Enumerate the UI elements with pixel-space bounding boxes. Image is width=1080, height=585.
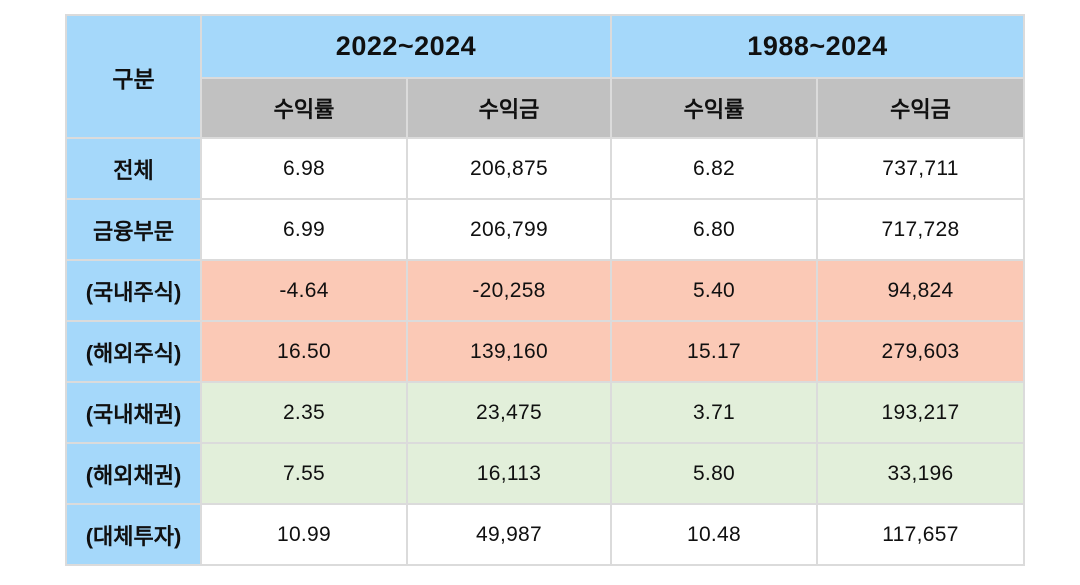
cell-value: 16.50 (200, 320, 408, 383)
table-row-foreign-stock: (해외주식) 16.50 139,160 15.17 279,603 (65, 320, 1025, 383)
cell-value: -4.64 (200, 259, 408, 322)
table-row-financial-sector: 금융부문 6.99 206,799 6.80 717,728 (65, 198, 1025, 261)
cell-value: 5.80 (610, 442, 818, 505)
table-row-domestic-bond: (국내채권) 2.35 23,475 3.71 193,217 (65, 381, 1025, 444)
row-label-domestic-bond: (국내채권) (65, 381, 202, 444)
row-label-total: 전체 (65, 137, 202, 200)
cell-value: 2.35 (200, 381, 408, 444)
cell-value: -20,258 (406, 259, 612, 322)
table-row-total: 전체 6.98 206,875 6.82 737,711 (65, 137, 1025, 200)
cell-value: 10.48 (610, 503, 818, 566)
subheader-return-rate-1: 수익률 (200, 77, 408, 139)
period-header-1988-2024: 1988~2024 (610, 14, 1025, 79)
cell-value: 33,196 (816, 442, 1025, 505)
row-label-financial-sector: 금융부문 (65, 198, 202, 261)
cell-value: 193,217 (816, 381, 1025, 444)
cell-value: 5.40 (610, 259, 818, 322)
cell-value: 94,824 (816, 259, 1025, 322)
cell-value: 737,711 (816, 137, 1025, 200)
cell-value: 16,113 (406, 442, 612, 505)
cell-value: 139,160 (406, 320, 612, 383)
cell-value: 206,875 (406, 137, 612, 200)
cell-value: 7.55 (200, 442, 408, 505)
cell-value: 6.80 (610, 198, 818, 261)
header-row-periods: 구분 2022~2024 1988~2024 (65, 14, 1025, 139)
cell-value: 6.82 (610, 137, 818, 200)
subheader-return-rate-2: 수익률 (610, 77, 818, 139)
table-row-alternative-investment: (대체투자) 10.99 49,987 10.48 117,657 (65, 503, 1025, 566)
table-row-foreign-bond: (해외채권) 7.55 16,113 5.80 33,196 (65, 442, 1025, 505)
row-label-alternative-investment: (대체투자) (65, 503, 202, 566)
subheader-return-amount-2: 수익금 (816, 77, 1025, 139)
cell-value: 49,987 (406, 503, 612, 566)
cell-value: 10.99 (200, 503, 408, 566)
cell-value: 6.98 (200, 137, 408, 200)
cell-value: 206,799 (406, 198, 612, 261)
row-label-foreign-stock: (해외주식) (65, 320, 202, 383)
period-header-2022-2024: 2022~2024 (200, 14, 612, 79)
table-row-domestic-stock: (국내주식) -4.64 -20,258 5.40 94,824 (65, 259, 1025, 322)
cell-value: 23,475 (406, 381, 612, 444)
cell-value: 279,603 (816, 320, 1025, 383)
header-row-measures: 수익률 수익금 수익률 수익금 (66, 77, 1025, 139)
row-label-foreign-bond: (해외채권) (65, 442, 202, 505)
cell-value: 117,657 (816, 503, 1025, 566)
returns-table: 구분 2022~2024 1988~2024 수익률 수익금 수익률 수익금 전… (65, 14, 1025, 566)
cell-value: 3.71 (610, 381, 818, 444)
row-label-domestic-stock: (국내주식) (65, 259, 202, 322)
subheader-return-amount-1: 수익금 (406, 77, 612, 139)
corner-header-cell: 구분 (65, 14, 202, 139)
cell-value: 15.17 (610, 320, 818, 383)
cell-value: 6.99 (200, 198, 408, 261)
cell-value: 717,728 (816, 198, 1025, 261)
